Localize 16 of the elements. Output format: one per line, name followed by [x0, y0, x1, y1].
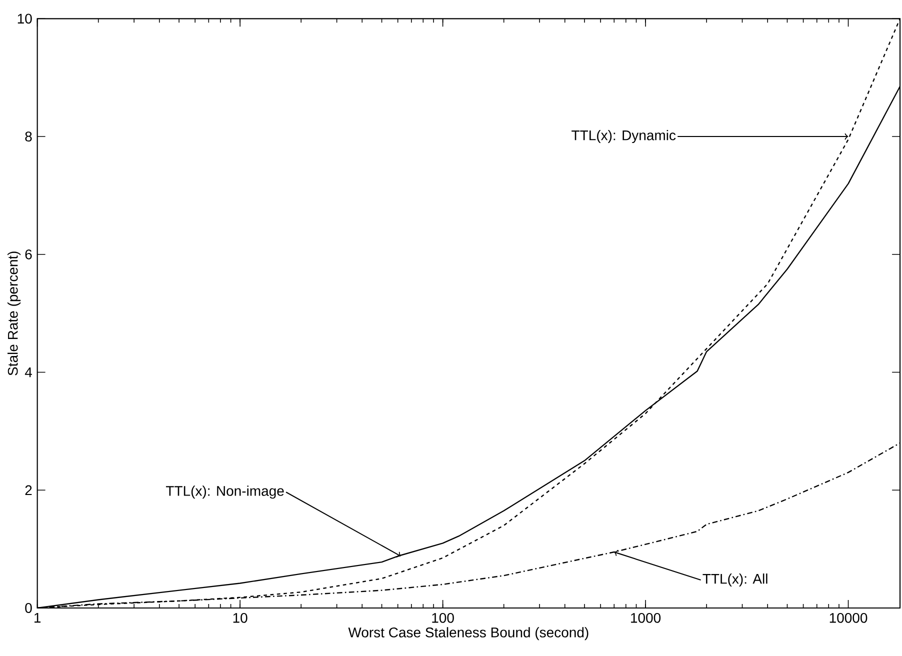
y-tick-label: 4: [24, 367, 32, 378]
y-axis-title: Stale Rate (percent): [8, 252, 21, 376]
x-tick-label: 100: [432, 612, 454, 623]
x-axis-title: Worst Case Staleness Bound (second): [348, 627, 588, 640]
annotation: TTL(x): All: [702, 573, 768, 587]
y-tick-label: 2: [25, 485, 32, 496]
annotation: TTL(x): Non-image: [166, 486, 284, 499]
x-tick-label: 1: [34, 612, 41, 623]
x-tick-label: 10: [233, 612, 248, 623]
y-tick-label: 6: [25, 249, 32, 260]
y-tick-label: 10: [18, 14, 32, 24]
y-tick-label: 8: [25, 132, 32, 142]
x-tick-label: 10000: [830, 612, 868, 623]
y-tick-label: 0: [25, 603, 32, 613]
x-tick-label: 1000: [631, 612, 661, 623]
annotation: TTL(x): Dynamic: [572, 130, 676, 144]
